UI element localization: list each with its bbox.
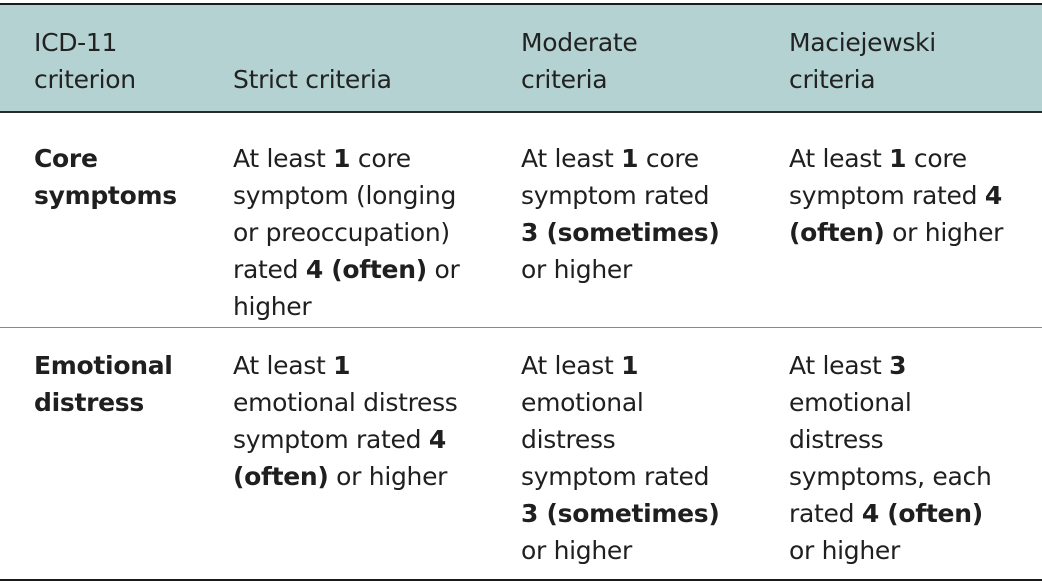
row-distress-criterion: Emotional distress [34, 351, 173, 417]
row-divider [0, 327, 1042, 328]
row-distress-moderate: At least 1 emotional distress symptom ra… [521, 351, 720, 565]
row-core-moderate: At least 1 core symptom rated 3 (sometim… [521, 144, 720, 284]
row-distress-strict: At least 1 emotional distress symptom ra… [233, 351, 458, 491]
row-core-strict: At least 1 core symptom (longing or preo… [233, 144, 460, 321]
header-rule [0, 111, 1042, 113]
header-maciejewski: Maciejewski criteria [789, 28, 936, 94]
table-bottom-rule [0, 579, 1042, 581]
table-header [0, 5, 1042, 111]
table-top-rule [0, 3, 1042, 5]
row-distress-maciejewski: At least 3 emotional distress symptoms, … [789, 351, 992, 565]
header-strict: Strict criteria [233, 65, 392, 94]
header-criterion: ICD-11 criterion [34, 28, 136, 94]
row-core-maciejewski: At least 1 core symptom rated 4 (often) … [789, 144, 1004, 247]
row-core-criterion: Core symptoms [34, 144, 177, 210]
header-moderate: Moderate criteria [521, 28, 638, 94]
